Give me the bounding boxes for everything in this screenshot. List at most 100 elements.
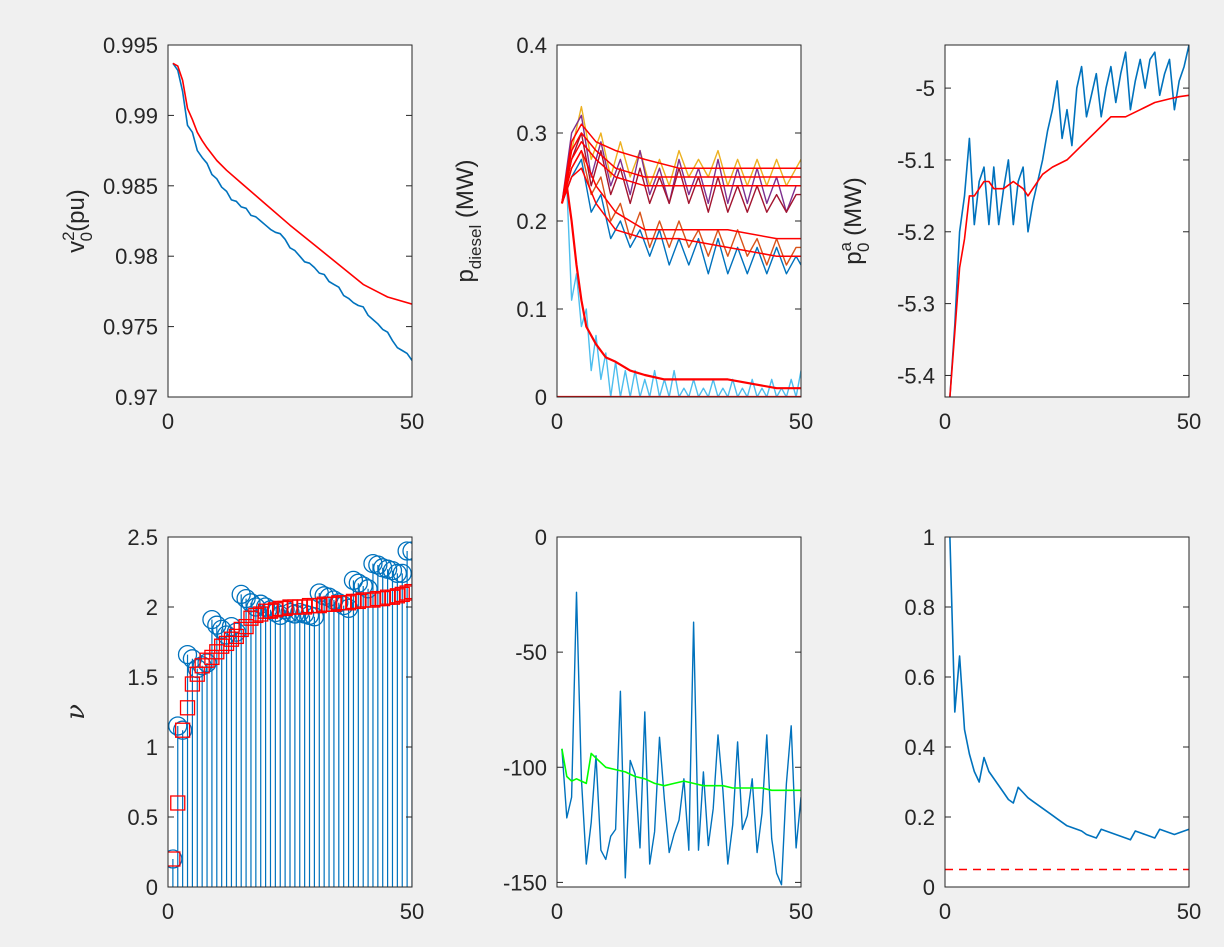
y-label-main: v (63, 241, 90, 253)
y-axis-label: ν (61, 704, 91, 720)
y-tick-label: -5.1 (897, 148, 935, 173)
stem-marker-circle (172, 720, 193, 740)
stem-marker-circle (358, 579, 378, 599)
series-line-avg-a (561, 123, 801, 204)
stem-marker-circle (348, 573, 368, 593)
y-label-rest: (pu) (63, 189, 90, 232)
series-line-g1 (561, 105, 801, 204)
plot-content (557, 105, 801, 397)
y-tick-label: -150 (503, 870, 547, 895)
x-tick-label: 0 (939, 409, 951, 434)
stem-marker-circle (368, 555, 388, 575)
y-tick-label: 0.1 (516, 297, 547, 322)
y-tick-label: 0.97 (115, 385, 158, 410)
x-tick-label: 50 (1177, 899, 1201, 924)
series-line-average (561, 748, 801, 792)
y-tick-label: 0.975 (103, 315, 158, 340)
y-tick-label: -5.4 (897, 363, 935, 388)
square-marker (194, 658, 210, 674)
square-marker (394, 586, 410, 603)
y-tick-label: 0.3 (516, 121, 547, 146)
axes-p6: 0 0.2 0.4 0.6 0.8 1 0 50 (904, 525, 1201, 924)
stem-marker-circle (334, 595, 354, 616)
axes-box (944, 44, 1190, 398)
y-tick-label: 0 (146, 875, 158, 900)
plot-area (557, 537, 801, 887)
series-line-decay (949, 537, 1189, 841)
stem-marker-circle (192, 656, 212, 676)
y-label-main: ν (61, 704, 91, 720)
y-tick-label: 0.985 (103, 174, 158, 199)
y-tick-label: 2.5 (127, 525, 158, 550)
stem-marker-circle (382, 560, 403, 581)
stem-marker-circle (197, 653, 217, 673)
y-tick-label: -5.3 (897, 292, 935, 317)
y-tick-label: 0.4 (516, 33, 547, 58)
square-marker (399, 585, 412, 601)
axes-nu: 0 0.5 1 1.5 2 2.5 0 50 ν (61, 525, 424, 924)
series-line-p0a-actual (949, 45, 1189, 397)
stem-marker-circle (202, 609, 222, 630)
x-tick-label: 0 (551, 899, 563, 924)
square-marker (168, 851, 181, 867)
series-line-avg-f (560, 184, 801, 390)
series-line-v0-actual (172, 62, 412, 361)
y-label-main: p (840, 251, 867, 264)
stem-marker-circle (402, 541, 412, 561)
square-marker (189, 666, 205, 682)
square-marker (238, 618, 254, 635)
series-line-g5 (561, 158, 801, 275)
y-tick-label: 2 (146, 595, 158, 620)
x-tick-label: 50 (789, 899, 813, 924)
y-tick-label: 1 (146, 735, 158, 760)
stem-marker-circle (392, 563, 412, 584)
y-axis-label: pdiesel (MW) (452, 159, 485, 282)
stem-marker-circle (168, 716, 188, 736)
stem-marker-circle (387, 563, 408, 584)
y-label-rest: (MW) (840, 177, 867, 242)
y-label-sup: 2 (59, 231, 78, 240)
axes-box (556, 536, 802, 888)
stem-marker-circle (324, 590, 344, 610)
x-tick-label: 0 (162, 899, 174, 924)
y-tick-label: 0 (535, 525, 547, 550)
plot-area (945, 45, 1189, 397)
y-tick-label: 0.99 (115, 103, 158, 128)
series-line-avg-b (561, 132, 801, 204)
axes-pdiesel: 0 0.1 0.2 0.3 0.4 0 50 pdiesel (MW) (452, 33, 813, 434)
series-line-actual (561, 591, 801, 886)
y-label-sub: diesel (466, 225, 485, 269)
y-axis-label: pa0 (MW) (836, 177, 873, 265)
y-tick-label: 0.8 (904, 595, 935, 620)
stem-marker-circle (168, 849, 183, 869)
y-label-main: p (452, 269, 479, 282)
x-tick-label: 50 (400, 899, 424, 924)
y-tick-label: 1.5 (127, 665, 158, 690)
x-tick-label: 0 (939, 899, 951, 924)
series-line-p0a-average (949, 94, 1189, 397)
y-tick-label: 1 (923, 525, 935, 550)
y-label-sup: a (836, 241, 855, 251)
square-marker (223, 631, 240, 647)
y-tick-label: 0.98 (115, 244, 158, 269)
axes-box (167, 44, 413, 398)
series-line-avg-e (561, 167, 801, 257)
y-tick-label: 0 (923, 875, 935, 900)
series-line-g4 (561, 149, 801, 266)
y-tick-label: 0.2 (516, 209, 547, 234)
y-label-sub: 0 (854, 243, 873, 252)
square-marker (209, 644, 225, 660)
square-marker (204, 649, 220, 666)
y-tick-label: 0.995 (103, 33, 158, 58)
y-tick-label: 0.2 (904, 805, 935, 830)
square-marker (179, 700, 196, 716)
stem-marker-circle (177, 644, 198, 665)
y-label-rest: (MW) (452, 159, 479, 224)
y-tick-label: 0.4 (904, 735, 935, 760)
y-tick-label: -100 (503, 755, 547, 780)
series-line-g6 (561, 185, 801, 397)
y-tick-label: 0 (535, 385, 547, 410)
plot-area (945, 537, 1189, 887)
y-tick-label: 0.6 (904, 665, 935, 690)
